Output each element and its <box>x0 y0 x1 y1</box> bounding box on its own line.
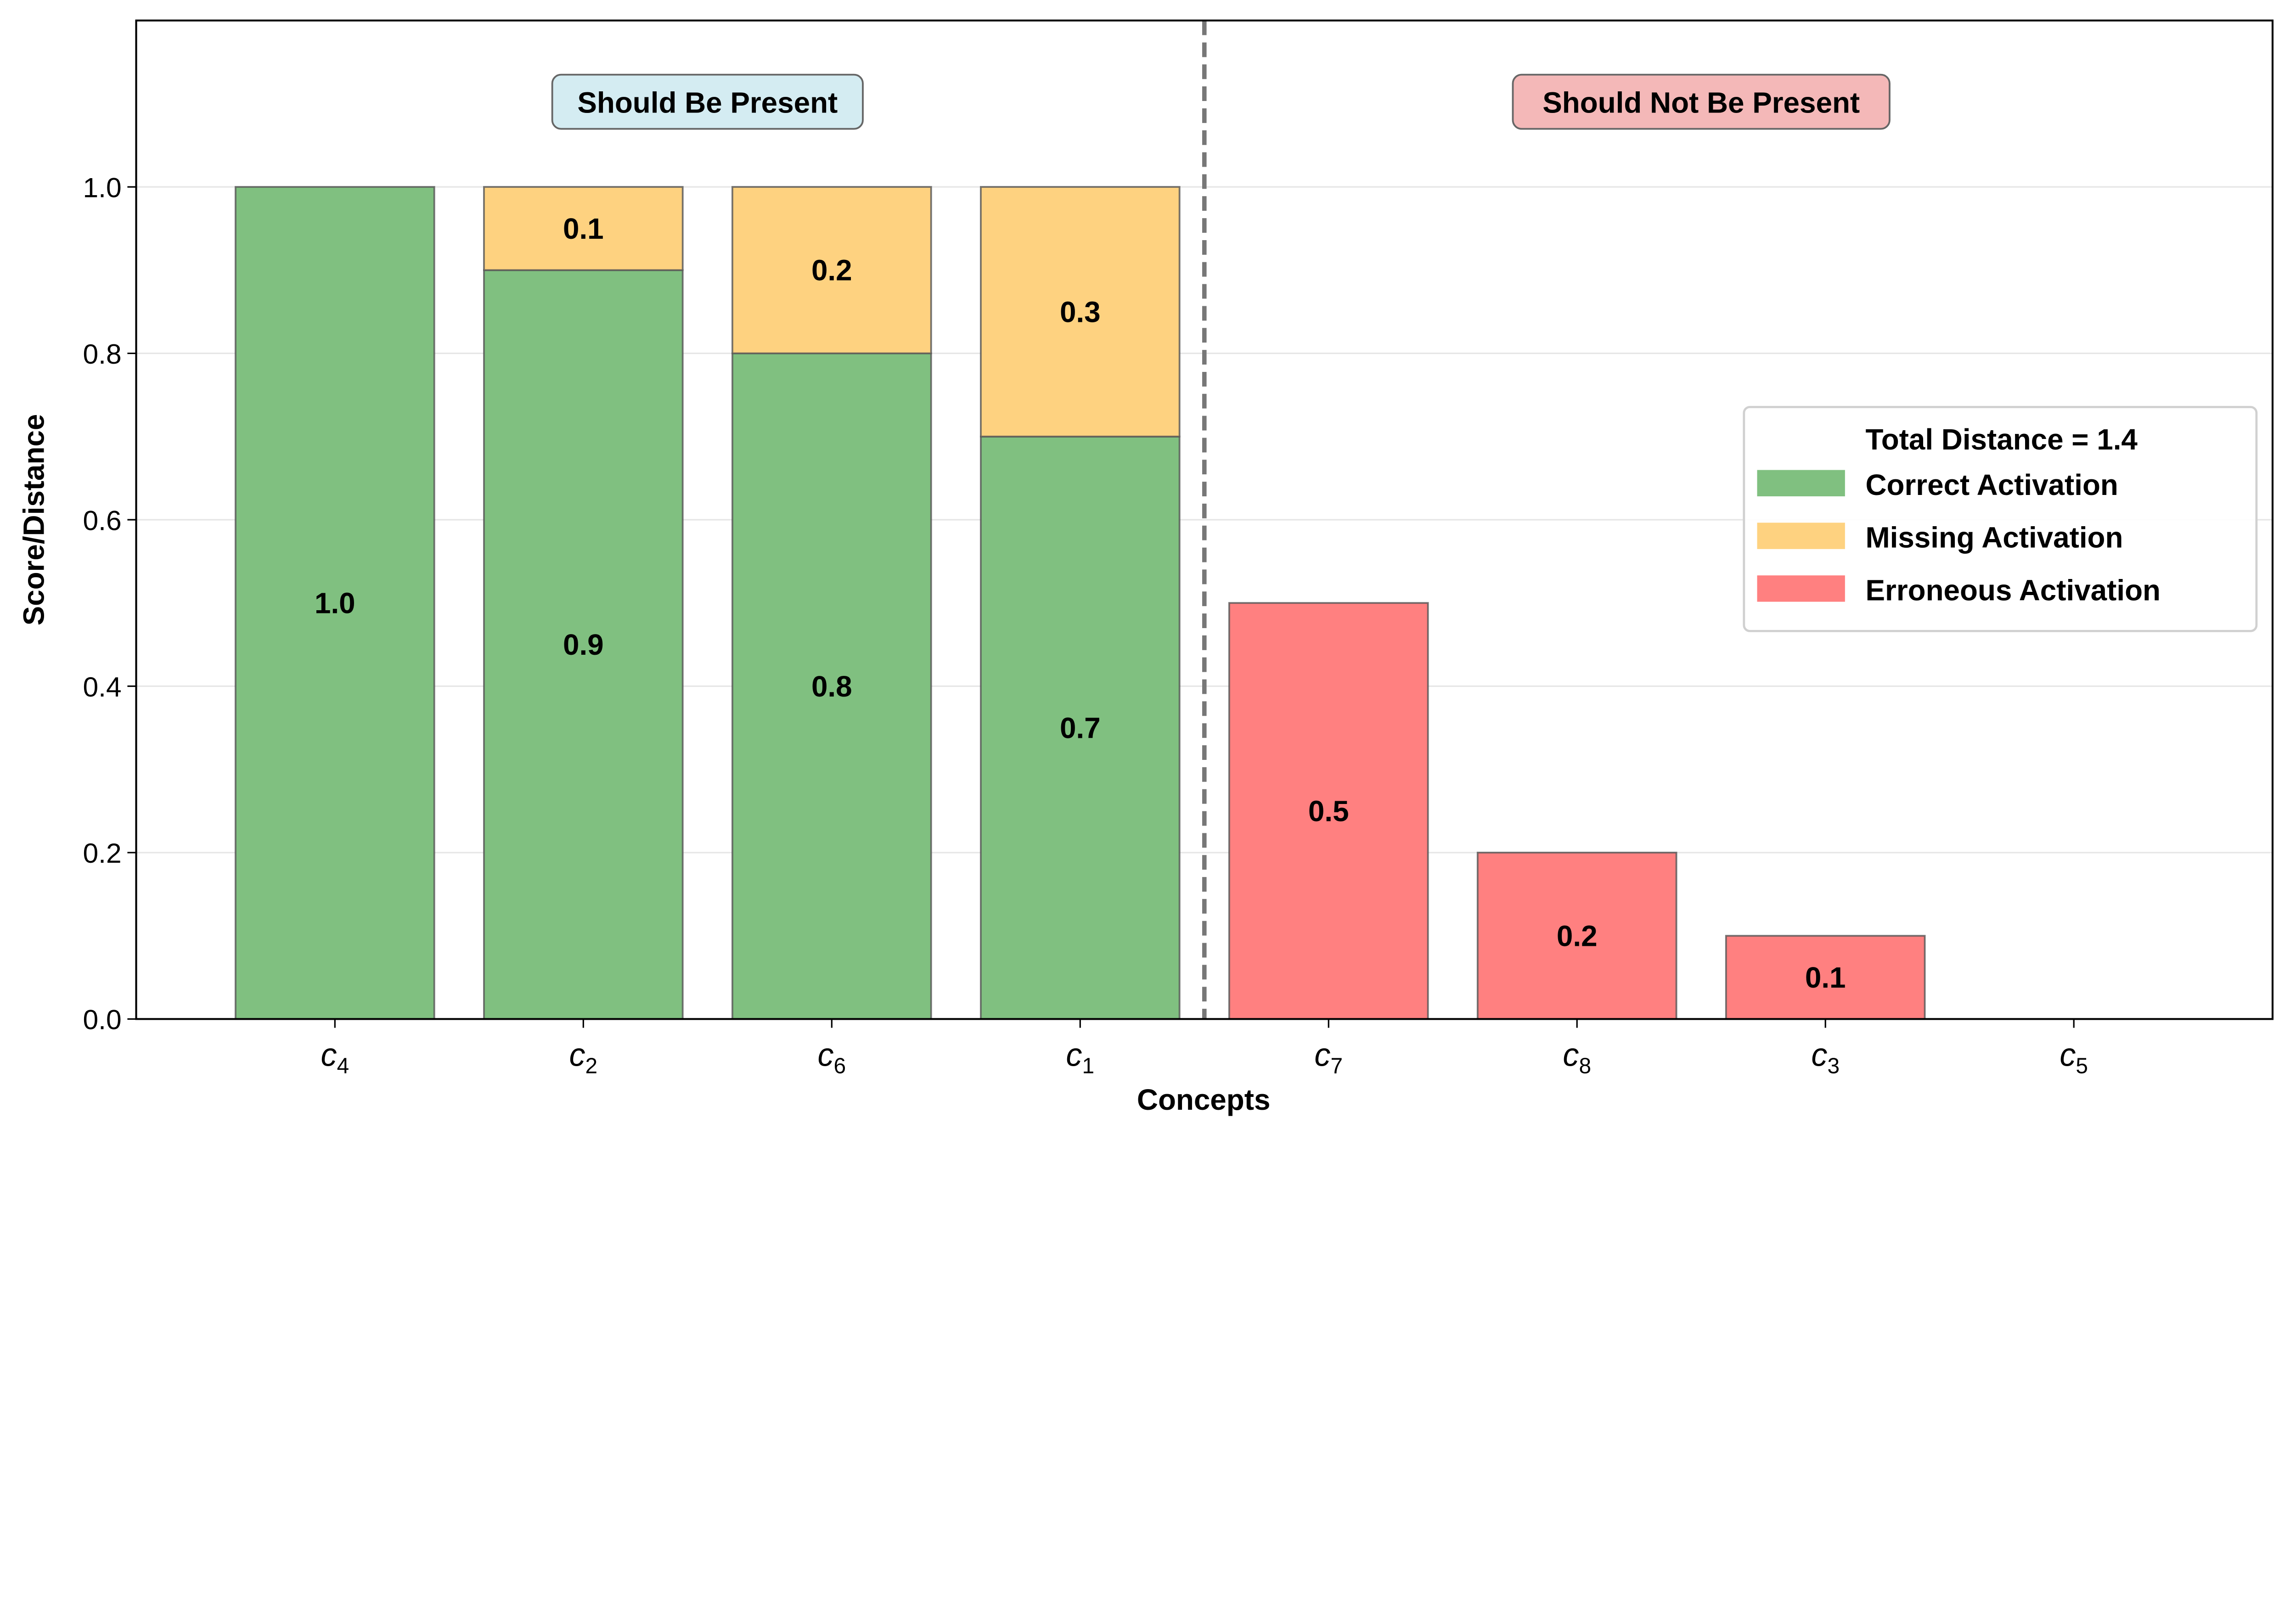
legend-entry: Erroneous Activation <box>1865 573 2160 607</box>
concept-score-chart: 1.0 0.9 0.1 0.8 0.2 0.7 0.3 0.5 0.2 0.1 0.0 0.2 0.4… <box>17 19 2274 1116</box>
bar-value-label: 0.7 <box>1060 711 1101 744</box>
x-tick-label: c1 <box>1066 1036 1094 1078</box>
bar-correct-activation <box>235 186 435 1020</box>
bar-missing-activation <box>483 186 684 271</box>
bar-value-label: 0.9 <box>563 628 604 661</box>
bar-missing-activation <box>731 186 932 354</box>
legend-entry: Correct Activation <box>1865 468 2118 501</box>
bar-value-label: 0.1 <box>1805 961 1846 994</box>
bar-correct-activation <box>483 269 684 1020</box>
y-tick-label: 0.0 <box>83 1004 121 1035</box>
x-tick-label: c7 <box>1314 1036 1343 1078</box>
bar-erroneous-activation <box>1725 935 1926 1020</box>
x-axis-label: Concepts <box>1137 1083 1271 1116</box>
group-label: Should Be Present <box>577 86 838 119</box>
bar-value-label: 0.8 <box>811 670 852 703</box>
bar-correct-activation <box>979 435 1181 1020</box>
x-tick-label: c5 <box>2060 1036 2088 1078</box>
group-label-box <box>551 73 864 130</box>
legend-box <box>1743 406 2258 632</box>
x-tick-label: c4 <box>321 1036 349 1078</box>
bar-erroneous-activation <box>1228 602 1429 1020</box>
group-label: Should Not Be Present <box>1542 86 1860 119</box>
bar-value-label: 0.5 <box>1308 795 1349 828</box>
y-tick-label: 0.2 <box>83 837 121 869</box>
x-tick-label: c6 <box>817 1036 846 1078</box>
y-tick-label: 0.4 <box>83 671 121 702</box>
legend: Total Distance = 1.4 Correct Activation Mi… <box>1743 406 2258 632</box>
bar-value-label: 0.3 <box>1060 295 1101 328</box>
group-labels: Should Be Present Should Not Be Present <box>551 73 1891 130</box>
x-tick-label: c8 <box>1563 1036 1591 1078</box>
y-tick-label: 1.0 <box>83 172 121 203</box>
y-tick-label: 0.6 <box>83 505 121 536</box>
x-tick-label: c3 <box>1811 1036 1840 1078</box>
bar-missing-activation <box>979 186 1181 438</box>
plot-frame <box>135 19 2274 1020</box>
y-axis-label: Score/Distance <box>17 414 51 626</box>
bars: 1.0 0.9 0.1 0.8 0.2 0.7 0.3 0.5 0.2 0.1 <box>235 186 1926 1020</box>
legend-swatch <box>1757 523 1845 549</box>
bar-value-label: 1.0 <box>315 587 355 620</box>
legend-swatch <box>1757 470 1845 496</box>
group-label-box <box>1512 73 1891 130</box>
bar-value-label: 0.2 <box>1557 919 1598 952</box>
x-tick-label: c2 <box>569 1036 597 1078</box>
y-tick-label: 0.8 <box>83 338 121 370</box>
legend-entry: Missing Activation <box>1865 521 2123 554</box>
bar-value-label: 0.2 <box>811 254 852 287</box>
legend-title: Total Distance = 1.4 <box>1865 423 2138 456</box>
legend-swatch <box>1757 575 1845 602</box>
axes: 0.0 0.2 0.4 0.6 0.8 1.0 c4 c2 c6 c1 c7 c8 c3 c5 <box>83 19 2274 1078</box>
bar-value-label: 0.1 <box>563 212 604 245</box>
